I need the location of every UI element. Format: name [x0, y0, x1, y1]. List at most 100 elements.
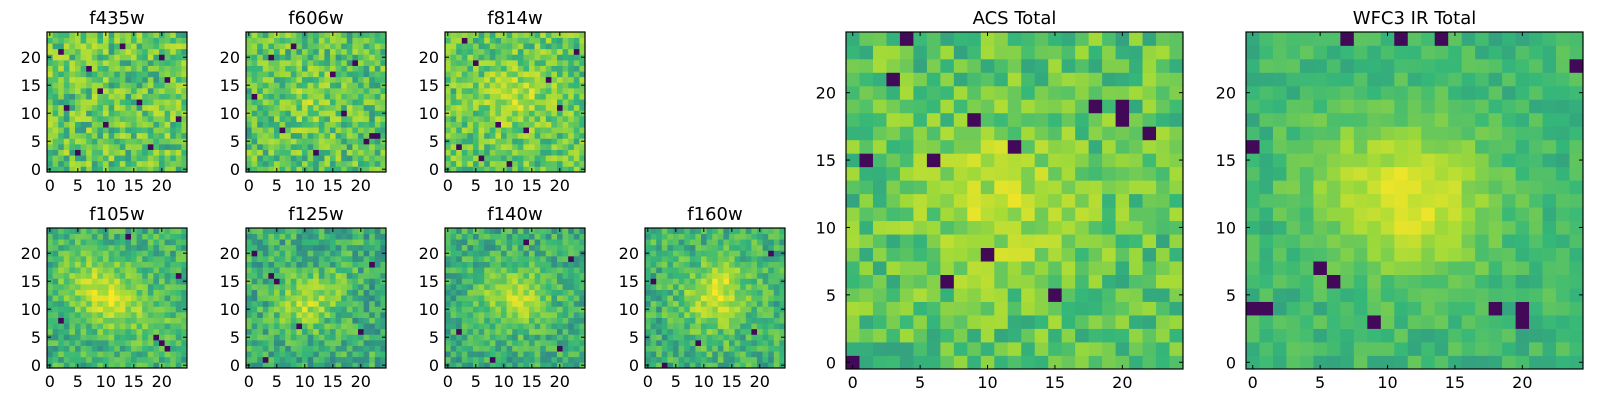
heatmap-cell [1142, 234, 1157, 249]
heatmap-cell [701, 328, 707, 335]
heatmap-cell [164, 362, 171, 369]
heatmap-cell [562, 289, 569, 296]
heatmap-cell [456, 261, 463, 268]
heatmap-cell [318, 93, 325, 100]
heatmap-cell [307, 149, 314, 156]
heatmap-cell [656, 256, 663, 262]
heatmap-cell [369, 37, 376, 44]
heatmap-cell [495, 104, 502, 111]
heatmap-cell [523, 272, 530, 279]
heatmap-cell [268, 160, 275, 167]
heatmap-cell [562, 256, 569, 262]
heatmap-cell [762, 228, 769, 234]
heatmap-cell [363, 356, 370, 363]
heatmap-cell [478, 138, 485, 145]
heatmap-cell [358, 155, 364, 162]
heatmap-cell [131, 48, 137, 55]
heatmap-cell [63, 323, 70, 330]
heatmap-cell [473, 345, 479, 352]
heatmap-cell [246, 300, 252, 307]
heatmap-cell [512, 149, 519, 156]
heatmap-cell [745, 328, 752, 335]
heatmap-cell [478, 149, 485, 156]
heatmap-cell [268, 65, 275, 72]
heatmap-cell [103, 138, 109, 145]
heatmap-cell [290, 261, 297, 268]
heatmap-cell [456, 37, 463, 44]
heatmap-cell [114, 166, 121, 173]
heatmap-cell [246, 284, 252, 290]
heatmap-cell [352, 239, 359, 246]
heatmap-cell [461, 351, 468, 358]
heatmap-cell [701, 356, 707, 363]
heatmap-cell [324, 155, 331, 162]
heatmap-cell [159, 284, 165, 290]
heatmap-cell [495, 82, 502, 89]
heatmap-cell [125, 278, 132, 285]
heatmap-cell [262, 284, 269, 290]
heatmap-cell [1021, 301, 1036, 316]
heatmap-cell [846, 220, 860, 235]
heatmap-cell [450, 312, 457, 318]
heatmap-cell [678, 284, 685, 290]
heatmap-cell [108, 71, 115, 78]
heatmap-cell [346, 32, 353, 38]
heatmap-cell [147, 328, 154, 335]
heatmap-cell [108, 300, 115, 307]
heatmap-cell [175, 54, 182, 61]
heatmap-cell [495, 121, 502, 128]
heatmap-cell [324, 334, 331, 341]
heatmap-cell [473, 317, 479, 324]
heatmap-cell [103, 239, 109, 246]
heatmap-cell [667, 250, 674, 257]
heatmap-cell [656, 328, 663, 335]
heatmap-cell [324, 323, 331, 330]
heatmap-cell [886, 220, 901, 235]
heatmap-cell [529, 295, 535, 302]
heatmap-cell [285, 272, 292, 279]
heatmap-cell [374, 345, 381, 352]
heatmap-cell [164, 32, 171, 38]
heatmap-cell [170, 267, 177, 274]
heatmap-cell [58, 345, 65, 352]
heatmap-cell [274, 43, 280, 50]
heatmap-cell [461, 160, 468, 167]
heatmap-cell [573, 60, 580, 66]
heatmap-cell [562, 295, 569, 302]
heatmap-cell [131, 284, 137, 290]
heatmap-cell [47, 155, 53, 162]
heatmap-cell [450, 256, 457, 262]
heatmap-cell [131, 149, 137, 156]
heatmap-cell [1129, 180, 1143, 195]
heatmap-cell [1048, 301, 1063, 316]
heatmap-cell [324, 272, 331, 279]
heatmap-cell [712, 239, 719, 246]
heatmap-cell [374, 138, 381, 145]
heatmap-cell [534, 82, 541, 89]
heatmap-cell [886, 288, 901, 302]
heatmap-cell [324, 295, 331, 302]
heatmap-cell [262, 261, 269, 268]
heatmap-cell [307, 43, 314, 50]
heatmap-cell [562, 99, 569, 106]
heatmap-cell [517, 351, 524, 358]
heatmap-cell [450, 267, 457, 274]
heatmap-cell [529, 43, 535, 50]
heatmap-cell [701, 306, 707, 313]
heatmap-cell [114, 323, 121, 330]
heatmap-cell [262, 116, 269, 122]
heatmap-cell [91, 300, 98, 307]
heatmap-cell [573, 306, 580, 313]
heatmap-cell [268, 323, 275, 330]
heatmap-cell [551, 88, 558, 94]
heatmap-cell [136, 295, 143, 302]
heatmap-cell [246, 256, 252, 262]
heatmap-cell [170, 340, 177, 346]
heatmap-cell [656, 356, 663, 363]
heatmap-cell [302, 110, 308, 117]
heatmap-cell [108, 250, 115, 257]
heatmap-cell [456, 88, 463, 94]
heatmap-cell [257, 104, 264, 111]
